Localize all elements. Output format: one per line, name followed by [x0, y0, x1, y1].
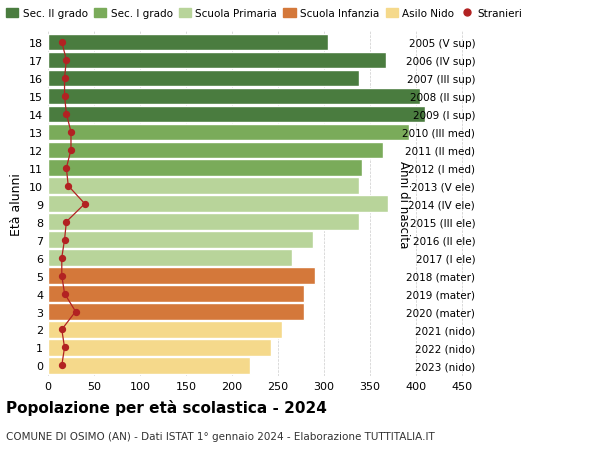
Point	[64, 183, 73, 190]
Bar	[48, 196, 388, 213]
Bar	[48, 285, 304, 302]
Point	[80, 201, 89, 208]
Point	[62, 57, 71, 65]
Bar	[48, 268, 314, 284]
Y-axis label: Età alunni: Età alunni	[10, 173, 23, 235]
Bar	[48, 142, 383, 159]
Bar	[48, 71, 359, 87]
Point	[57, 326, 67, 333]
Bar	[48, 303, 304, 320]
Point	[57, 272, 67, 280]
Bar	[48, 124, 409, 141]
Bar	[48, 358, 250, 374]
Bar	[48, 321, 283, 338]
Point	[71, 308, 80, 315]
Bar	[48, 178, 359, 195]
Point	[60, 344, 70, 352]
Point	[57, 39, 67, 46]
Bar	[48, 250, 292, 266]
Point	[60, 236, 70, 244]
Point	[60, 290, 70, 297]
Bar	[48, 340, 271, 356]
Point	[62, 218, 71, 226]
Bar	[48, 232, 313, 248]
Bar	[48, 53, 386, 69]
Point	[62, 111, 71, 118]
Y-axis label: Anni di nascita: Anni di nascita	[397, 161, 410, 248]
Point	[60, 93, 70, 101]
Point	[62, 165, 71, 172]
Bar	[48, 89, 420, 105]
Bar	[48, 34, 328, 51]
Bar	[48, 214, 359, 230]
Point	[57, 362, 67, 369]
Point	[66, 147, 76, 154]
Legend: Sec. II grado, Sec. I grado, Scuola Primaria, Scuola Infanzia, Asilo Nido, Stran: Sec. II grado, Sec. I grado, Scuola Prim…	[2, 5, 526, 23]
Point	[66, 129, 76, 136]
Text: Popolazione per età scolastica - 2024: Popolazione per età scolastica - 2024	[6, 399, 327, 415]
Point	[60, 75, 70, 83]
Bar	[48, 160, 362, 177]
Bar	[48, 106, 425, 123]
Point	[57, 254, 67, 262]
Text: COMUNE DI OSIMO (AN) - Dati ISTAT 1° gennaio 2024 - Elaborazione TUTTITALIA.IT: COMUNE DI OSIMO (AN) - Dati ISTAT 1° gen…	[6, 431, 435, 442]
